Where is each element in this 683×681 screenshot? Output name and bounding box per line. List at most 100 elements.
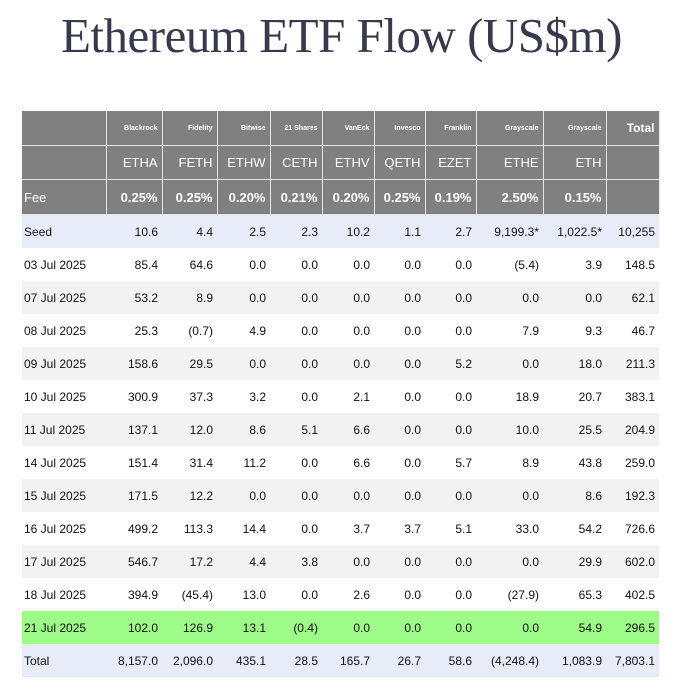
flow-cell: 64.6 xyxy=(162,248,217,281)
flow-cell: (4,248.4) xyxy=(476,644,543,677)
flow-cell: 6.6 xyxy=(322,446,374,479)
flow-cell: 9.3 xyxy=(543,314,606,347)
row-label: 09 Jul 2025 xyxy=(22,347,106,380)
flow-cell: 102.0 xyxy=(106,611,162,644)
fee-cell: 0.19% xyxy=(425,179,477,215)
ticker-header-row: ETHA FETH ETHW CETH ETHV QETH EZET ETHE … xyxy=(22,145,660,180)
flow-cell: 11.2 xyxy=(217,446,270,479)
row-label: Total xyxy=(22,644,106,677)
ticker-cell: ETHA xyxy=(106,145,163,180)
fee-cell: 2.50% xyxy=(476,179,544,215)
fee-cell: 0.15% xyxy=(543,179,607,215)
flow-cell: 0.0 xyxy=(425,611,476,644)
flow-cell: 0.0 xyxy=(425,248,476,281)
flow-cell: 0.0 xyxy=(217,281,270,314)
flow-cell: 3.8 xyxy=(270,545,322,578)
flow-cell: 2.5 xyxy=(217,214,270,248)
flow-cell: 0.0 xyxy=(425,479,476,512)
flow-cell: 1,083.9 xyxy=(543,644,606,677)
flow-cell: 0.0 xyxy=(425,380,476,413)
flow-cell: 300.9 xyxy=(106,380,162,413)
flow-cell: 394.9 xyxy=(106,578,162,611)
flow-cell: 0.0 xyxy=(270,347,322,380)
flow-cell: 12.0 xyxy=(162,413,217,446)
row-label: 17 Jul 2025 xyxy=(22,545,106,578)
row-total-cell: 383.1 xyxy=(606,380,659,413)
flow-cell: 1,022.5* xyxy=(543,214,606,248)
table-row: 14 Jul 2025 151.4 31.4 11.2 0.0 6.6 0.0 5.7 8.9 4… xyxy=(22,446,659,479)
seed-row: Seed 10.6 4.4 2.5 2.3 10.2 1.1 2.7 9,199.3* 1,022… xyxy=(22,214,659,248)
flow-cell: 0.0 xyxy=(476,479,543,512)
flow-cell: 0.0 xyxy=(425,578,476,611)
flow-cell: 499.2 xyxy=(106,512,162,545)
row-total-cell: 62.1 xyxy=(606,281,659,314)
ticker-cell: FETH xyxy=(162,145,218,180)
flow-cell: 4.4 xyxy=(217,545,270,578)
row-label: 14 Jul 2025 xyxy=(22,446,106,479)
provider-cell: Invesco xyxy=(374,111,426,146)
row-total-cell: 259.0 xyxy=(606,446,659,479)
flow-cell: (0.4) xyxy=(270,611,322,644)
flow-cell: 0.0 xyxy=(322,248,374,281)
flow-cell: 165.7 xyxy=(322,644,374,677)
provider-cell: Blackrock xyxy=(106,111,163,146)
table-row: 21 Jul 2025 102.0 126.9 13.1 (0.4) 0.0 0.0 0.0 0… xyxy=(22,611,659,644)
flow-cell: 8.6 xyxy=(543,479,606,512)
flow-cell: 9,199.3* xyxy=(476,214,543,248)
flow-cell: 2.1 xyxy=(322,380,374,413)
flow-cell: 0.0 xyxy=(476,281,543,314)
header-empty xyxy=(606,145,660,180)
flow-cell: 10.2 xyxy=(322,214,374,248)
flow-cell: 0.0 xyxy=(425,314,476,347)
fee-cell: 0.20% xyxy=(217,179,271,215)
flow-cell: 0.0 xyxy=(217,347,270,380)
flow-cell: 14.4 xyxy=(217,512,270,545)
flow-cell: 0.0 xyxy=(374,347,425,380)
fee-row: Fee 0.25% 0.25% 0.20% 0.21% 0.20% 0.25% … xyxy=(22,179,660,215)
flow-cell: 25.5 xyxy=(543,413,606,446)
flow-cell: 137.1 xyxy=(106,413,162,446)
row-total-cell: 602.0 xyxy=(606,545,659,578)
flow-cell: 0.0 xyxy=(425,413,476,446)
flow-cell: 0.0 xyxy=(374,380,425,413)
flow-cell: 0.0 xyxy=(270,512,322,545)
flow-cell: 0.0 xyxy=(270,281,322,314)
row-total-cell: 296.5 xyxy=(606,611,659,644)
flow-cell: 0.0 xyxy=(270,314,322,347)
row-label: Seed xyxy=(22,214,106,248)
flow-cell: 8.9 xyxy=(476,446,543,479)
row-label: 15 Jul 2025 xyxy=(22,479,106,512)
flow-cell: 546.7 xyxy=(106,545,162,578)
total-column-header: Total xyxy=(606,111,660,146)
flow-cell: 2.3 xyxy=(270,214,322,248)
flow-cell: 37.3 xyxy=(162,380,217,413)
row-total-cell: 10,255 xyxy=(606,214,659,248)
flow-cell: 5.1 xyxy=(425,512,476,545)
flow-cell: (45.4) xyxy=(162,578,217,611)
flow-cell: 4.9 xyxy=(217,314,270,347)
flow-cell: 0.0 xyxy=(322,611,374,644)
flow-cell: 0.0 xyxy=(374,314,425,347)
flow-cell: 0.0 xyxy=(322,281,374,314)
page-title: Ethereum ETF Flow (US$m) xyxy=(61,8,622,63)
flow-cell: (27.9) xyxy=(476,578,543,611)
ticker-cell: QETH xyxy=(374,145,426,180)
header-corner xyxy=(22,145,107,180)
flow-cell: 3.2 xyxy=(217,380,270,413)
ticker-cell: ETHW xyxy=(217,145,271,180)
total-row: Total 8,157.0 2,096.0 435.1 28.5 165.7 26.7 58.… xyxy=(22,644,659,677)
provider-cell: Grayscale xyxy=(543,111,607,146)
flow-cell: 25.3 xyxy=(106,314,162,347)
provider-cell: 21 Shares xyxy=(270,111,323,146)
fee-label: Fee xyxy=(22,179,107,215)
flow-cell: 0.0 xyxy=(270,248,322,281)
flow-cell: 0.0 xyxy=(476,545,543,578)
flow-cell: 54.2 xyxy=(543,512,606,545)
flow-cell: 10.0 xyxy=(476,413,543,446)
provider-cell: VanEck xyxy=(322,111,375,146)
etf-flow-table-container: Blackrock Fidelity Bitwise 21 Shares Van… xyxy=(22,111,660,677)
table-row: 08 Jul 2025 25.3 (0.7) 4.9 0.0 0.0 0.0 0.0 7.9 9.… xyxy=(22,314,659,347)
flow-cell: 28.5 xyxy=(270,644,322,677)
fee-cell: 0.20% xyxy=(322,179,375,215)
flow-cell: 0.0 xyxy=(217,248,270,281)
